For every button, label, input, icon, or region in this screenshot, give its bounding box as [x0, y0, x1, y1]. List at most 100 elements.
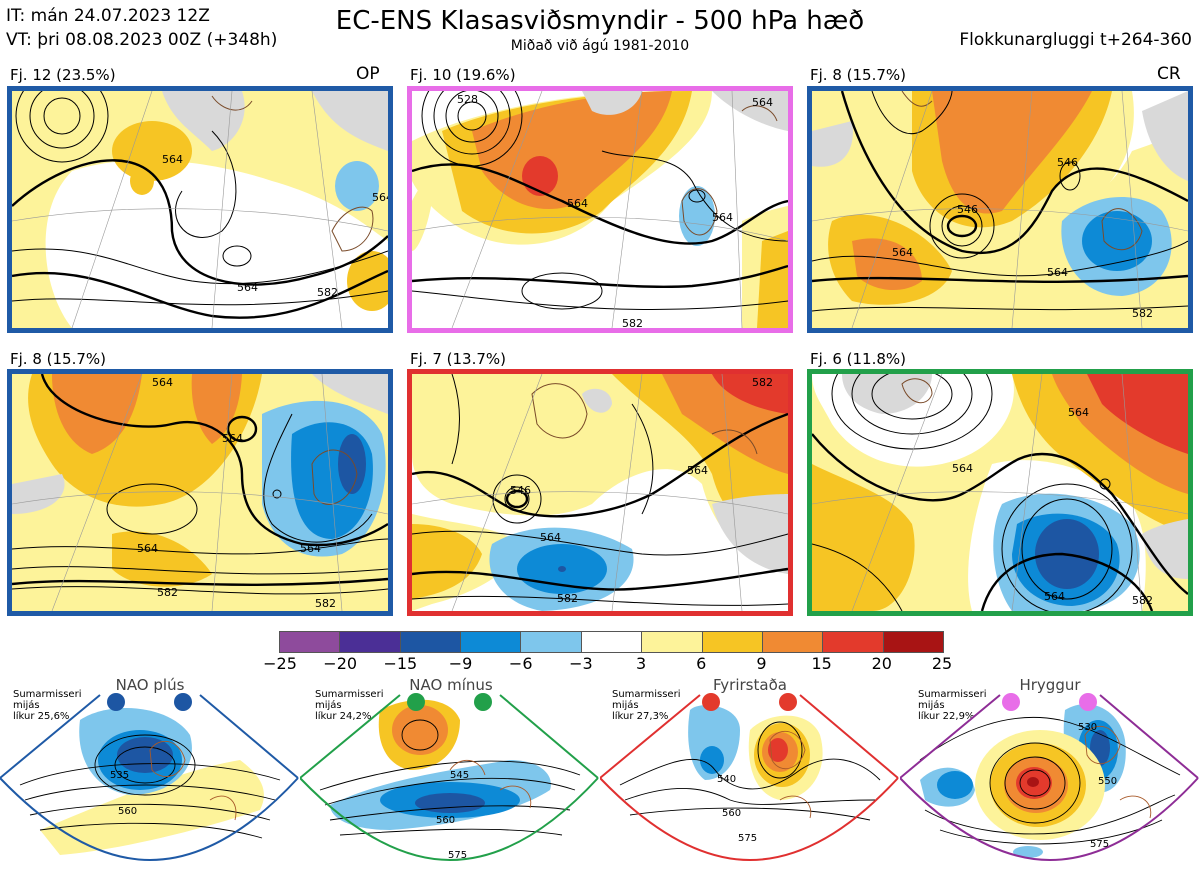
regime-2-season: Sumarmisseri — [315, 689, 384, 700]
panel-1-contour-label: 564 — [237, 281, 258, 294]
issue-time: IT: mán 24.07.2023 12Z — [6, 6, 210, 26]
regime-2-title: NAO mínus — [409, 676, 493, 694]
regime-2-info: Sumarmisseri mijás líkur 24,2% — [315, 689, 383, 722]
panel-5-contour-label: 564 — [540, 531, 561, 544]
panel-1-contour-label: 582 — [317, 286, 338, 299]
panel-5-contour-label: 564 — [687, 464, 708, 477]
regime-4-likelihood: líkur 22,9% — [918, 711, 975, 722]
panel-6-contour-label: 564 — [1044, 590, 1065, 603]
regime-3-season: Sumarmisseri — [612, 689, 681, 700]
panel-4-svg: 564 564 564 564 582 582 — [12, 374, 388, 611]
regime-4-contour-label: 575 — [1090, 839, 1109, 850]
regime-4-dot — [1002, 693, 1020, 711]
regime-1-diagram: 535 560 — [0, 693, 299, 862]
panel-3-contour-label: 546 — [1057, 156, 1078, 169]
panel-3-map: 546 546 564 564 582 — [807, 86, 1193, 333]
panel-4-contour-label: 582 — [315, 597, 336, 610]
colorbar-segment — [280, 632, 341, 652]
regime-1-dot — [174, 693, 192, 711]
panel-3-contour-label: 546 — [957, 203, 978, 216]
regime-3-dot — [779, 693, 797, 711]
page-subtitle: Miðað við ágú 1981-2010 — [510, 38, 690, 54]
regime-4-season: Sumarmisseri — [918, 689, 987, 700]
panel-5-svg: 546 564 564 582 582 — [412, 374, 788, 611]
panel-3-tag: CR — [1157, 64, 1181, 84]
panel-4-contour-label: 564 — [300, 542, 321, 555]
colorbar-segment — [883, 632, 943, 652]
colorbar-segment — [642, 632, 703, 652]
panel-1-tag: OP — [356, 64, 380, 84]
panel-1-label: Fj. 12 (23.5%) — [10, 66, 116, 84]
regime-4-mean: mijás — [918, 700, 945, 711]
colorbar-tick-label: 20 — [871, 654, 892, 673]
panel-5-label: Fj. 7 (13.7%) — [410, 350, 506, 368]
panel-2-svg: 528 564 564 564 582 — [412, 91, 788, 328]
header-times: IT: mán 24.07.2023 12Z VT: þri 08.08.202… — [6, 4, 277, 52]
panel-6-contour-label: 564 — [952, 462, 973, 475]
panel-4-contour-label: 564 — [152, 376, 173, 389]
colorbar-tick-label: 3 — [635, 654, 647, 673]
regime-1-contour-label: 535 — [110, 770, 129, 781]
panel-6-svg: 564 564 564 582 — [812, 374, 1188, 611]
panel-5-contour-label: 546 — [510, 484, 531, 497]
panel-4-contour-label: 564 — [137, 542, 158, 555]
panel-4-contour-label: 564 — [222, 432, 243, 445]
panel-6-map: 564 564 564 582 — [807, 369, 1193, 616]
regime-4-diagram: 530 550 575 — [900, 693, 1199, 862]
colorbar-segment — [521, 632, 582, 652]
colorbar-tick-label: −9 — [448, 654, 473, 673]
panel-2-contour-label: 528 — [457, 93, 478, 106]
regime-4-contour-label: 550 — [1098, 776, 1117, 787]
regime-2-dot — [474, 693, 492, 711]
colorbar-tick-label: 25 — [931, 654, 953, 673]
colorbar-segment — [702, 632, 763, 652]
colorbar-segment — [823, 632, 884, 652]
panel-4-contour-label: 582 — [157, 586, 178, 599]
regime-1-dot — [107, 693, 125, 711]
regime-3-info: Sumarmisseri mijás líkur 27,3% — [612, 689, 680, 722]
panel-5-map: 546 564 564 582 582 — [407, 369, 793, 616]
panel-3-label: Fj. 8 (15.7%) — [810, 66, 906, 84]
regime-4-dot — [1079, 693, 1097, 711]
regime-1-likelihood: líkur 25,6% — [13, 711, 70, 722]
regime-3-contour-label: 560 — [722, 808, 741, 819]
regime-3-mean: mijás — [612, 700, 639, 711]
colorbar-tick-label: −15 — [383, 654, 418, 673]
regime-2-contour-label: 545 — [450, 770, 469, 781]
colorbar-tick-label: −20 — [323, 654, 358, 673]
valid-time: VT: þri 08.08.2023 00Z (+348h) — [6, 30, 278, 50]
regime-4-info: Sumarmisseri mijás líkur 22,9% — [918, 689, 986, 722]
panel-2-label: Fj. 10 (19.6%) — [410, 66, 516, 84]
panel-2-contour-label: 582 — [622, 317, 643, 328]
regime-4-contour-label: 530 — [1078, 722, 1097, 733]
panel-2-contour-label: 564 — [567, 197, 588, 210]
colorbar-segment — [581, 632, 643, 652]
regime-3-contour-label: 540 — [717, 774, 736, 785]
colorbar-tick-label: −6 — [508, 654, 533, 673]
panel-5-contour-label: 582 — [752, 376, 773, 389]
regime-2-mean: mijás — [315, 700, 342, 711]
regime-2-contour-label: 575 — [448, 850, 467, 861]
regime-4-title: Hryggur — [1019, 676, 1081, 694]
colorbar-segment — [461, 632, 522, 652]
regime-2-likelihood: líkur 24,2% — [315, 711, 372, 722]
panel-4-map: 564 564 564 564 582 582 — [7, 369, 393, 616]
regime-1-contour-label: 560 — [118, 806, 137, 817]
regime-2-dot — [407, 693, 425, 711]
regime-1-title: NAO plús — [115, 676, 185, 694]
panel-1-contour-label: 564 — [162, 153, 183, 166]
colorbar-segment — [400, 632, 462, 652]
panel-3-svg: 546 546 564 564 582 — [812, 91, 1188, 328]
panel-3-contour-label: 564 — [892, 246, 913, 259]
colorbar-tick-label: −3 — [569, 654, 593, 673]
panel-1-svg: 564 564 564 582 — [12, 91, 388, 328]
colorbar-tick-label: −25 — [263, 654, 297, 673]
colorbar-tick-label: 6 — [696, 654, 707, 673]
regime-1-season: Sumarmisseri — [13, 689, 82, 700]
panel-2-contour-label: 564 — [712, 211, 733, 224]
colorbar-segment — [762, 632, 824, 652]
panel-2-map: 528 564 564 564 582 — [407, 86, 793, 333]
colorbar-tick-label: 15 — [811, 654, 832, 673]
panel-4-label: Fj. 8 (15.7%) — [10, 350, 106, 368]
panel-3-contour-label: 564 — [1047, 266, 1068, 279]
